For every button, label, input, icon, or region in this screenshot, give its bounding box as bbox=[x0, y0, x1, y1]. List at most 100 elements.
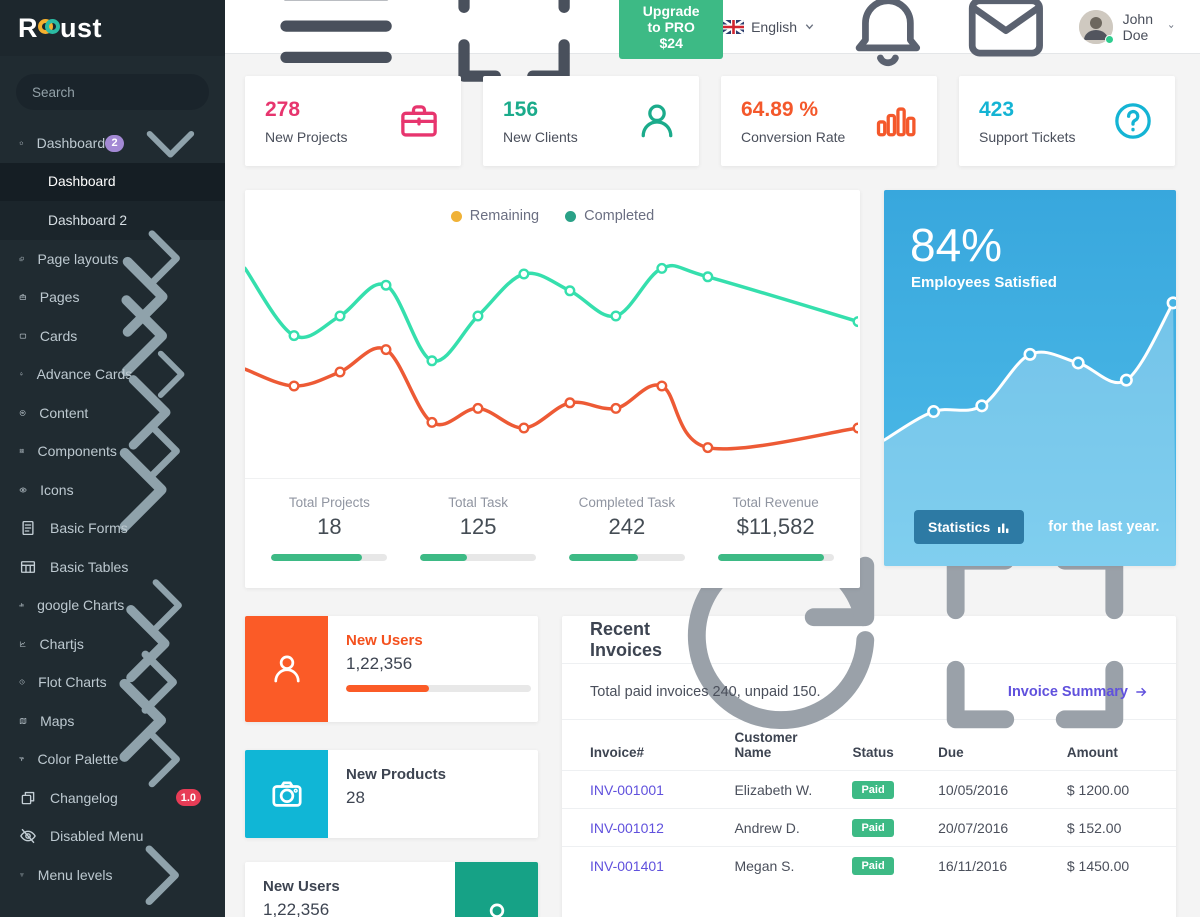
mini-card-title: New Users bbox=[263, 878, 340, 895]
form-icon bbox=[19, 519, 37, 537]
invoice-link[interactable]: INV-001012 bbox=[590, 819, 664, 836]
summary-stat-label: Total Revenue bbox=[732, 495, 819, 510]
chevron-right-icon bbox=[84, 581, 209, 706]
invoices-table: Invoice# Customer Name Status Due Amount INV… bbox=[562, 720, 1176, 884]
dashboard-content: 278 New Projects 156 New Clients 64.89 % Conv… bbox=[225, 54, 1200, 917]
sidebar-item-label: Basic Forms bbox=[50, 520, 128, 537]
sidebar-item-basic-forms[interactable]: Basic Forms bbox=[0, 509, 225, 548]
logo-text-prefix: R bbox=[18, 12, 38, 43]
language-selector[interactable]: English bbox=[723, 19, 815, 35]
grid-icon bbox=[19, 442, 25, 460]
sidebar-item-maps[interactable]: Maps bbox=[0, 679, 225, 763]
sidebar-nav: Dashboard 2 Dashboard Dashboard 2 Page layou… bbox=[0, 124, 225, 905]
mini-card-new-products-1: New Products 28 bbox=[245, 750, 538, 838]
sidebar-item-label: Maps bbox=[40, 712, 75, 729]
mini-cards-column: New Users 1,22,356 New Products 28 New Users… bbox=[245, 616, 538, 917]
upgrade-pro-button[interactable]: Upgrade to PRO $24 bbox=[619, 0, 724, 59]
notifications-button[interactable]: 5 bbox=[843, 0, 933, 71]
statistics-button-label: Statistics bbox=[928, 519, 991, 535]
stat-card-new-projects: 278 New Projects bbox=[245, 76, 461, 166]
summary-stat-value: $11,582 bbox=[736, 514, 815, 539]
sidebar-item-dashboard[interactable]: Dashboard 2 bbox=[0, 124, 225, 163]
sidebar-item-page-layouts[interactable]: Page layouts bbox=[0, 230, 225, 287]
arrow-right-icon bbox=[1136, 687, 1147, 696]
stat-cards-row: 278 New Projects 156 New Clients 64.89 % Conv… bbox=[245, 76, 1176, 166]
question-circle-icon bbox=[1111, 99, 1155, 143]
bell-icon bbox=[843, 0, 933, 71]
chevron-right-icon bbox=[107, 631, 209, 733]
sidebar-item-flot-charts[interactable]: Flot Charts bbox=[0, 650, 225, 714]
sidebar-item-content[interactable]: Content bbox=[0, 375, 225, 450]
stat-label: New Projects bbox=[265, 128, 348, 145]
invoice-link[interactable]: INV-001001 bbox=[590, 781, 664, 798]
legend-label: Remaining bbox=[469, 208, 540, 224]
layers-icon bbox=[19, 250, 24, 268]
eye-icon bbox=[19, 481, 27, 499]
sidebar-item-cards[interactable]: Cards bbox=[0, 295, 225, 377]
sidebar-item-pages[interactable]: Pages bbox=[0, 257, 225, 338]
person-icon bbox=[635, 99, 679, 143]
sidebar-subitem-dashboard-2[interactable]: Dashboard 2 bbox=[48, 212, 128, 228]
mini-card-value: 1,22,356 bbox=[263, 900, 330, 917]
satisfaction-label: Employees Satisfied bbox=[911, 274, 1057, 291]
sidebar-item-label: Components bbox=[37, 443, 117, 460]
sidebar-item-label: Flot Charts bbox=[38, 674, 107, 691]
sidebar-item-chartjs[interactable]: Chartjs bbox=[0, 605, 225, 683]
legend-dot-icon bbox=[565, 210, 577, 222]
sidebar-item-label: google Charts bbox=[37, 597, 125, 614]
column-header: Due bbox=[938, 745, 964, 760]
sidebar-item-disabled-menu[interactable]: Disabled Menu bbox=[0, 817, 225, 856]
summary-stat-label: Total Projects bbox=[288, 495, 370, 510]
summary-stat-value: 125 bbox=[459, 514, 497, 539]
stat-card-conversion-rate: 64.89 % Conversion Rate bbox=[721, 76, 937, 166]
hamburger-menu-icon[interactable] bbox=[261, 0, 411, 102]
sidebar-item-icons[interactable]: Icons bbox=[0, 447, 225, 532]
cardicon-icon bbox=[19, 327, 27, 345]
due-cell: 16/11/2016 bbox=[930, 846, 1059, 884]
chevron-right-icon bbox=[74, 653, 209, 788]
messages-button[interactable]: 8 bbox=[961, 0, 1051, 71]
table-row: INV-001401 Megan S. Paid 16/11/2016 $ 1450.0… bbox=[562, 846, 1176, 884]
logo-text-suffix: ust bbox=[60, 12, 102, 43]
chevron-right-icon bbox=[79, 232, 209, 362]
invoice-summary-link[interactable]: Invoice Summary bbox=[1008, 684, 1148, 700]
tableicon-icon bbox=[19, 558, 37, 576]
filter-icon bbox=[19, 866, 25, 884]
stat-value: 156 bbox=[503, 97, 539, 121]
sidebar-subitem-dashboard-1[interactable]: Dashboard bbox=[0, 162, 225, 201]
sidebar-item-label: Advance Cards bbox=[36, 366, 133, 383]
search-input[interactable] bbox=[16, 74, 209, 110]
table-row: INV-001001 Elizabeth W. Paid 10/05/2016 $ 12… bbox=[562, 770, 1176, 809]
clock-icon bbox=[19, 673, 25, 691]
customer-cell: Elizabeth W. bbox=[726, 770, 845, 809]
user-menu[interactable]: John Doe bbox=[1078, 9, 1174, 44]
summary-stat-value: 18 bbox=[317, 514, 342, 539]
sidebar-item-components[interactable]: Components bbox=[0, 422, 225, 480]
sidebar-item-google-charts[interactable]: google Charts bbox=[0, 579, 225, 632]
flame-icon bbox=[19, 365, 24, 383]
statistics-button[interactable]: Statistics bbox=[914, 510, 1025, 544]
chart-summary-stats: Total Projects 18 Total Task 125 Completed T… bbox=[245, 478, 860, 588]
disc-icon bbox=[19, 404, 26, 422]
sidebar-item-changelog[interactable]: Changelog 1.0 bbox=[0, 779, 225, 818]
chevron-right-icon bbox=[132, 336, 209, 413]
sidebar-item-color-palette[interactable]: Color Palette bbox=[0, 731, 225, 788]
column-header: Amount bbox=[1066, 745, 1118, 760]
briefcase-icon bbox=[397, 99, 441, 143]
employee-satisfaction-panel: 84% Employees Satisfied Statistics bbox=[884, 190, 1176, 566]
invoice-link[interactable]: INV-001401 bbox=[590, 857, 664, 874]
sidebar-item-advance-cards[interactable]: Advance Cards bbox=[0, 350, 225, 398]
column-header: Invoice# bbox=[590, 745, 645, 760]
sidebar-item-label: Color Palette bbox=[37, 751, 119, 768]
sidebar-item-basic-tables[interactable]: Basic Tables bbox=[0, 548, 225, 587]
chevron-right-icon bbox=[77, 270, 209, 402]
progress-bar bbox=[717, 554, 834, 561]
column-header: Status bbox=[852, 745, 894, 760]
legend-dot-icon bbox=[450, 210, 462, 222]
chevron-right-icon bbox=[118, 213, 209, 304]
sidebar-item-menu-levels[interactable]: Menu levels bbox=[0, 844, 225, 905]
tasks-line-chart bbox=[245, 262, 858, 454]
amount-cell: $ 152.00 bbox=[1058, 808, 1176, 847]
stat-value: 423 bbox=[979, 97, 1015, 121]
